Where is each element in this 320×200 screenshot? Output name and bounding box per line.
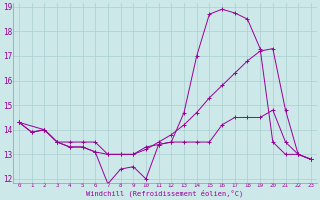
X-axis label: Windchill (Refroidissement éolien,°C): Windchill (Refroidissement éolien,°C) bbox=[86, 190, 244, 197]
